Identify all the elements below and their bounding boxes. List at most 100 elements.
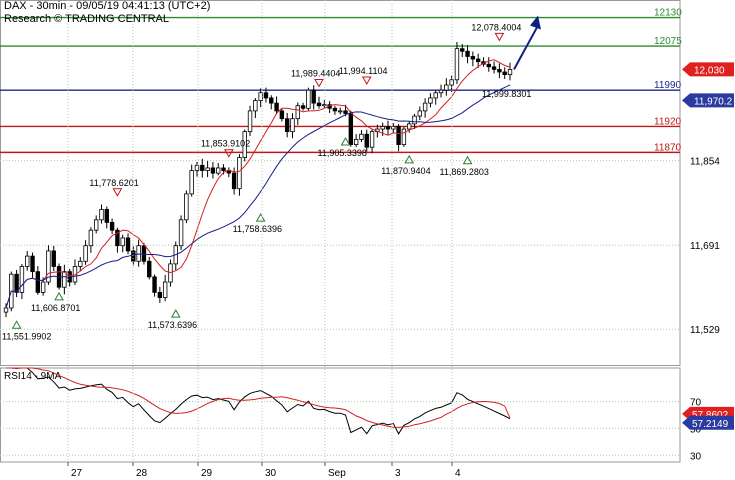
candle-body	[338, 110, 343, 113]
candle-body	[491, 66, 497, 70]
candle-body	[210, 167, 216, 174]
candle-body	[401, 128, 407, 146]
current-price-badge	[682, 62, 734, 77]
candle-body	[253, 100, 258, 112]
candle-body	[62, 271, 67, 288]
candle-body	[104, 209, 109, 223]
x-axis-label: 4	[455, 468, 461, 479]
price-annotation: 11,853.9102	[201, 139, 250, 149]
candle-body	[300, 105, 306, 109]
swing-high-marker	[361, 76, 372, 86]
candle-body	[88, 229, 94, 247]
candle-body	[30, 255, 35, 273]
price-panel-frame	[0, 0, 681, 366]
x-axis-label: 30	[265, 468, 277, 479]
swing-high-marker	[314, 78, 324, 88]
rsi-axis-label: 50	[690, 424, 702, 435]
level-label: 11990	[654, 80, 682, 91]
current-price-badge-label: 12,030	[694, 65, 725, 76]
candle-body	[502, 71, 507, 75]
candle-body	[141, 245, 147, 262]
candle-body	[343, 110, 348, 114]
rsi-axis-label: 70	[690, 398, 702, 409]
candle-body	[460, 48, 465, 52]
candle-body	[332, 107, 338, 112]
candle-body	[311, 89, 316, 104]
candle-body	[162, 281, 168, 298]
price-annotation: 11,999.8301	[482, 89, 531, 99]
ma-value-badge	[682, 93, 734, 108]
swing-low-marker	[404, 154, 415, 164]
candle-body	[391, 126, 396, 130]
candle-body	[99, 209, 104, 221]
candle-body	[274, 102, 279, 112]
price-annotation: 11,551.9902	[2, 331, 51, 341]
candle-body	[19, 266, 25, 293]
candle-body	[242, 131, 247, 158]
candle-body	[507, 69, 513, 75]
candle-body	[465, 50, 470, 57]
price-annotation: 11,989.4404	[291, 68, 340, 78]
candle-body	[438, 89, 444, 94]
price-annotation: 12,078.4004	[471, 22, 521, 32]
candle-body	[205, 167, 210, 171]
candle-body	[412, 115, 417, 125]
price-axis-label: 11,529	[690, 325, 720, 336]
candle-body	[178, 219, 184, 247]
candle-body	[14, 273, 19, 293]
price-annotation: 11,778.6201	[89, 178, 138, 188]
candle-body	[189, 170, 194, 195]
candle-body	[216, 167, 221, 174]
price-axis-label: 11,854	[690, 157, 720, 168]
candle-body	[200, 164, 205, 171]
candle-body	[237, 157, 242, 190]
candle-body	[221, 167, 226, 171]
candle-body	[353, 139, 359, 146]
candle-body	[364, 133, 369, 148]
swing-low-marker	[340, 137, 351, 146]
candle-body	[93, 219, 99, 231]
candle-body	[109, 221, 115, 231]
level-label: 12130	[654, 8, 682, 19]
candle-body	[35, 271, 41, 293]
candle-body	[359, 133, 364, 140]
price-panel: 11,529 11,691 11,854 12130 12075 11990 11920 11…	[0, 0, 734, 366]
candle-body	[25, 255, 30, 267]
price-annotation: 11,869.2803	[440, 167, 489, 177]
swing-high-marker	[112, 188, 123, 197]
chart-header-title: DAX - 30min - 09/05/19 04:41:13 (UTC+2)	[4, 0, 211, 12]
swing-high-marker	[223, 149, 234, 158]
candle-body	[444, 84, 449, 91]
candle-body	[295, 105, 300, 120]
rsi-ma-line	[6, 367, 511, 428]
candle-body	[290, 118, 295, 133]
forecast-arrow-line	[513, 25, 539, 70]
rsi-value-badge-label: 57.2149	[692, 419, 729, 430]
level-label: 11870	[654, 142, 682, 153]
candle-body	[279, 110, 285, 120]
candle-body	[3, 307, 9, 313]
candle-body	[115, 229, 120, 247]
rsi-title: RSI14 - 9MA	[4, 371, 62, 382]
chart-header-credit: Research © TRADING CENTRAL	[4, 13, 169, 25]
candle-body	[157, 291, 163, 298]
price-axis-label: 11,691	[690, 241, 720, 252]
price-annotation: 11,905.3398	[318, 148, 367, 158]
price-annotation: 11,994.1104	[339, 66, 388, 76]
candle-body	[428, 97, 433, 104]
rsi-ma-badge-label: 57.8602	[692, 410, 729, 421]
candle-body	[83, 245, 88, 262]
candle-body	[380, 126, 385, 130]
candle-body	[263, 92, 269, 99]
candle-body	[475, 58, 481, 63]
swing-low-marker	[462, 155, 473, 165]
candle-body	[369, 131, 375, 148]
candle-body	[322, 104, 327, 107]
level-label: 11920	[654, 116, 682, 127]
candle-body	[385, 126, 391, 130]
x-axis-label: Sep	[328, 468, 346, 479]
candle-body	[497, 69, 502, 73]
candle-body	[454, 48, 460, 81]
candle-body	[486, 63, 491, 68]
